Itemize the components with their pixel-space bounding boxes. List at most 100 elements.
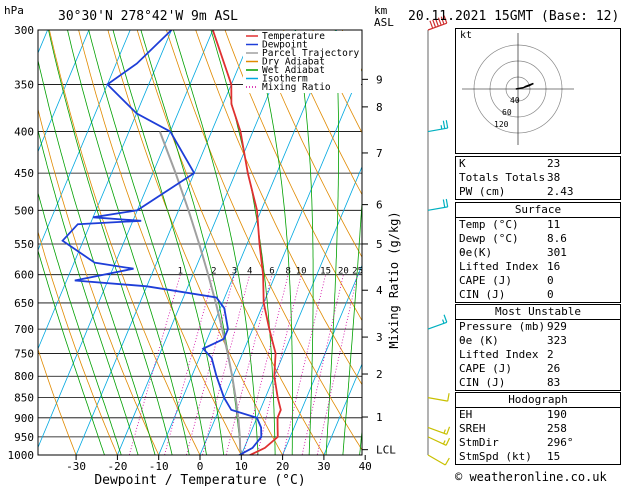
index-label: Temp (°C) (459, 218, 519, 231)
index-value: 190 (547, 408, 567, 421)
x-tick-label: -30 (66, 460, 86, 473)
index-value: 15 (547, 450, 561, 463)
mixing-ratio-line (256, 274, 302, 455)
index-row: EH 190 (456, 408, 620, 422)
index-label: Totals Totals (459, 171, 546, 184)
mixing-ratio-line (301, 274, 344, 455)
wet-adiabat-line (67, 30, 190, 455)
mixing-ratio-label: 25 (352, 267, 363, 277)
legend-entry: Isotherm (262, 74, 308, 85)
index-label: K (459, 157, 466, 170)
index-value: 8.6 (547, 232, 567, 245)
pressure-tick-label: 450 (14, 167, 34, 180)
x-tick-label: 20 (276, 460, 289, 473)
pressure-tick-label: 750 (14, 347, 34, 360)
hpa-label: hPa (4, 4, 24, 17)
index-row: CIN (J) 83 (456, 376, 620, 390)
pressure-tick-label: 400 (14, 126, 34, 139)
km-tick-label: 3 (376, 331, 383, 344)
index-row: CIN (J) 0 (456, 288, 620, 302)
mixing-ratio-line (242, 274, 289, 455)
wet-adiabat-line (295, 30, 314, 455)
indices-panel-hodograph: Hodograph EH 190 SREH 258 StmDir 296° StmSpd (k… (455, 392, 621, 465)
isotherm-line (38, 30, 90, 153)
indices-panel-surface: Surface Temp (°C) 11 Dewp (°C) 8.6 θe(K) 301 Li… (455, 202, 621, 303)
hodograph-ring-label: 40 (510, 96, 520, 105)
index-label: StmSpd (kt) (459, 450, 532, 463)
wet-adiabat-line (38, 249, 105, 455)
pressure-tick-label: 700 (14, 323, 34, 336)
km-tick-label: 8 (376, 101, 383, 114)
pressure-tick-label: 350 (14, 78, 34, 91)
index-label: PW (cm) (459, 185, 506, 198)
index-row: PW (cm) 2.43 (456, 185, 620, 199)
asl-label: ASL (374, 16, 394, 29)
index-row: K 23 (456, 157, 620, 171)
panel-section-title: Surface (456, 203, 620, 218)
x-tick-label: -10 (149, 460, 169, 473)
pressure-tick-label: 550 (14, 238, 34, 251)
index-row: Lifted Index 16 (456, 260, 620, 274)
parcel-trajectory-curve (158, 131, 245, 455)
mixing-ratio-line (185, 274, 235, 455)
isotherm-line (38, 30, 131, 252)
wind-barb (427, 454, 450, 466)
hodograph-trace (515, 82, 534, 90)
index-value: 11 (547, 218, 561, 231)
index-value: 83 (547, 376, 561, 389)
index-label: EH (459, 408, 473, 421)
index-value: 0 (547, 274, 554, 287)
isotherm-line (282, 264, 362, 455)
index-value: 296° (547, 436, 574, 449)
location-title: 30°30'N 278°42'W 9m ASL (58, 9, 238, 24)
x-tick-label: -20 (107, 460, 127, 473)
wind-barb (427, 15, 448, 31)
wet-adiabat-line (88, 30, 207, 455)
wet-adiabat-line (38, 58, 156, 455)
index-label: StmDir (459, 436, 499, 449)
dry-adiabat-line (283, 30, 362, 196)
index-row: CAPE (J) 0 (456, 274, 620, 288)
hodograph-panel: 40 60 120 kt (455, 28, 621, 154)
pressure-tick-label: 950 (14, 431, 34, 444)
isotherm-line (158, 30, 338, 455)
isotherm-line (75, 30, 255, 455)
legend-entry: Parcel Trajectory (262, 48, 360, 59)
mixing-ratio-line (282, 274, 326, 455)
km-tick-label: 7 (376, 147, 383, 160)
mixing-ratio-label: 8 (285, 267, 290, 277)
wet-adiabat-line (48, 30, 173, 455)
index-value: 23 (547, 157, 561, 170)
mixing-ratio-label: 2 (211, 267, 216, 277)
pressure-tick-label: 900 (14, 412, 34, 425)
index-value: 929 (547, 320, 567, 333)
panel-section-title: Most Unstable (456, 305, 620, 320)
wind-barb (427, 436, 451, 446)
datetime-title: 20.11.2021 15GMT (Base: 12) (408, 9, 619, 24)
wind-barb (427, 120, 449, 133)
dry-adiabat-line (38, 348, 77, 455)
hodograph-ring-label: 60 (502, 108, 512, 117)
index-label: θe (K) (459, 334, 499, 347)
km-tick-label: 6 (376, 199, 383, 212)
mixing-ratio-label: 10 (296, 267, 307, 277)
legend-box (243, 31, 361, 93)
mixing-ratio-label: 20 (338, 267, 349, 277)
index-row: θe(K) 301 (456, 246, 620, 260)
index-label: Lifted Index (459, 260, 539, 273)
mixing-ratio-label: 6 (269, 267, 274, 277)
hodograph-ring-label: 120 (494, 120, 509, 129)
mixing-ratio-line (316, 274, 358, 455)
pressure-tick-label: 800 (14, 370, 34, 383)
index-value: 38 (547, 171, 561, 184)
mixing-ratio-line (225, 274, 273, 455)
index-label: Dewp (°C) (459, 232, 519, 245)
index-value: 16 (547, 260, 561, 273)
wet-adiabat-line (252, 30, 293, 455)
index-value: 323 (547, 334, 567, 347)
wet-adiabat-line (172, 30, 259, 455)
x-tick-label: 30 (317, 460, 330, 473)
wind-barb (427, 426, 451, 435)
index-row: StmDir 296° (456, 436, 620, 450)
indices-panel-basic: K 23 Totals Totals 38 PW (cm) 2.43 (455, 156, 621, 200)
